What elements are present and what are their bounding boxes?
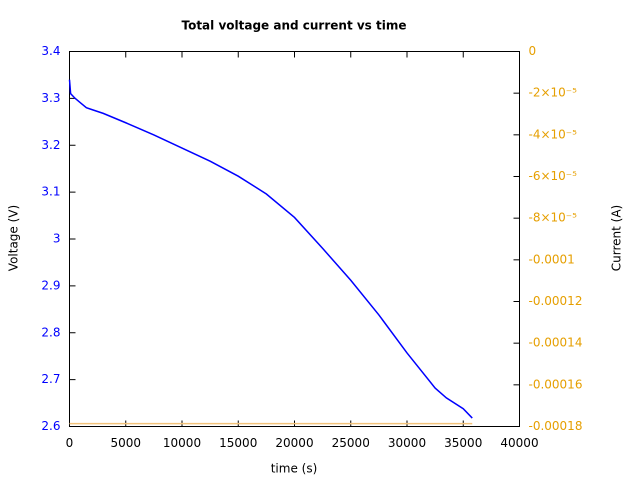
y2-tick-label: -8×10⁻⁵: [529, 211, 578, 225]
y-tick-label: 3.2: [41, 138, 60, 152]
y-tick-label: 2.8: [41, 325, 60, 339]
y-tick-label: 2.7: [41, 372, 60, 386]
x-tick-label: 35000: [444, 436, 482, 450]
y2-axis-label: Current (A): [610, 205, 624, 271]
x-tick-label: 40000: [500, 436, 538, 450]
x-axis-label: time (s): [271, 462, 318, 476]
x-tick-label: 30000: [388, 436, 426, 450]
y2-tick-label: -6×10⁻⁵: [529, 169, 578, 183]
y2-tick-label: -0.00012: [529, 294, 583, 308]
y2-tick-label: -4×10⁻⁵: [529, 127, 578, 141]
y-tick-label: 2.9: [41, 278, 60, 292]
y-tick-label: 3.1: [41, 185, 60, 199]
y2-tick-label: -2×10⁻⁵: [529, 86, 578, 100]
x-tick-label: 10000: [163, 436, 201, 450]
y-axis-label: Voltage (V): [7, 205, 21, 271]
x-tick-label: 5000: [110, 436, 141, 450]
x-tick-label: 20000: [275, 436, 313, 450]
chart-title: Total voltage and current vs time: [181, 19, 406, 33]
y-tick-label: 3.4: [41, 44, 60, 58]
x-tick-label: 0: [66, 436, 74, 450]
y2-tick-label: -0.0001: [529, 252, 575, 266]
y-tick-label: 3.3: [41, 91, 60, 105]
plot-frame: [69, 51, 520, 427]
y-tick-label: 2.6: [41, 419, 60, 433]
y2-tick-label: 0: [529, 44, 537, 58]
data-line: [68, 79, 473, 419]
y2-tick-label: -0.00016: [529, 377, 583, 391]
y-tick-label: 3: [53, 232, 61, 246]
y2-tick-label: -0.00018: [529, 419, 583, 433]
y2-tick-label: -0.00014: [529, 336, 583, 350]
x-tick-label: 15000: [219, 436, 257, 450]
x-tick-label: 25000: [332, 436, 370, 450]
